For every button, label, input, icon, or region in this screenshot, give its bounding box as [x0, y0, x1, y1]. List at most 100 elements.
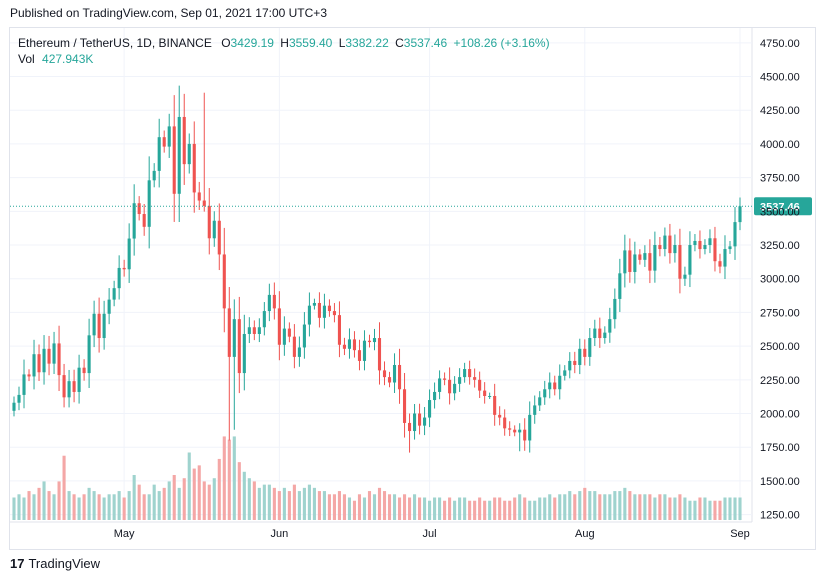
candle: [518, 423, 522, 452]
candle-body: [738, 206, 742, 223]
volume-bar: [252, 481, 256, 520]
candle: [222, 227, 226, 333]
candle-body: [488, 395, 492, 397]
volume-bar: [658, 494, 662, 520]
volume-bar: [167, 481, 171, 520]
volume-bar: [713, 500, 717, 520]
volume-bar: [277, 491, 281, 520]
candle-body: [593, 328, 597, 339]
candle: [187, 133, 191, 174]
candle-body: [583, 348, 587, 357]
candle: [87, 318, 91, 388]
candle-body: [92, 313, 96, 336]
candle-body: [563, 370, 567, 376]
candle-body: [302, 324, 306, 348]
volume-bar: [247, 478, 251, 520]
y-tick-label: 2250.00: [760, 375, 800, 387]
candle: [52, 331, 56, 375]
candle: [533, 395, 537, 424]
candle-body: [337, 315, 342, 345]
candle: [12, 396, 16, 417]
candle-body: [132, 203, 136, 239]
candle-body: [197, 192, 201, 201]
candle: [488, 392, 492, 400]
candle: [47, 335, 51, 376]
candle: [352, 331, 357, 358]
candle-body: [683, 274, 687, 279]
candle: [683, 266, 687, 286]
volume-bar: [638, 494, 642, 520]
candle: [643, 245, 647, 267]
candle-body: [222, 254, 226, 309]
candle: [62, 363, 66, 408]
candle-body: [412, 413, 417, 432]
volume-bar: [533, 500, 537, 520]
volume-bar: [47, 491, 51, 520]
candle: [102, 300, 106, 350]
candle-body: [733, 222, 737, 247]
candle: [77, 354, 81, 404]
y-tick-label: 1250.00: [760, 510, 800, 522]
volume-bar: [297, 491, 301, 520]
candle: [718, 253, 722, 274]
volume-bar: [412, 494, 417, 520]
candle-body: [387, 377, 392, 383]
candle: [387, 371, 392, 388]
candle-body: [37, 354, 41, 373]
tradingview-logo[interactable]: 17 TradingView: [10, 556, 100, 571]
candle-body: [402, 389, 407, 423]
candle-body: [217, 220, 221, 255]
candle: [428, 389, 432, 428]
candle-body: [623, 250, 627, 274]
candle: [392, 353, 397, 394]
volume-bar: [332, 494, 336, 520]
volume-bar: [673, 497, 677, 520]
volume-bar: [488, 500, 492, 520]
candle: [638, 249, 642, 265]
candle: [673, 234, 677, 263]
volume-bar: [352, 500, 357, 520]
volume-bar: [503, 500, 507, 520]
volume-bar: [508, 500, 512, 520]
volume-bar: [483, 500, 487, 520]
volume-bar: [227, 439, 231, 520]
volume-bar: [678, 494, 682, 520]
chart-frame[interactable]: [9, 27, 816, 550]
candle-body: [287, 328, 291, 337]
candle: [212, 211, 216, 247]
volume-bar: [272, 487, 276, 520]
candle-body: [723, 249, 727, 267]
candle-body: [673, 245, 677, 254]
candle-body: [312, 302, 316, 306]
candle-body: [357, 350, 362, 361]
candle-body: [713, 238, 717, 262]
volume-bar: [317, 491, 321, 520]
volume-bar: [172, 475, 176, 520]
candle-body: [157, 137, 161, 171]
candle: [217, 203, 221, 271]
candle: [663, 227, 667, 257]
y-tick-label: 2750.00: [760, 307, 800, 319]
candle: [503, 409, 507, 436]
candle: [297, 336, 301, 367]
candle: [713, 226, 717, 272]
candle-body: [528, 414, 532, 441]
candle-body: [52, 343, 56, 364]
candle: [257, 318, 261, 343]
x-tick-label: Jul: [423, 528, 437, 540]
candle-body: [543, 389, 547, 398]
candle: [483, 382, 487, 404]
candle: [342, 337, 347, 356]
candle: [282, 316, 286, 356]
candle-body: [728, 246, 732, 250]
candle: [197, 181, 201, 210]
candle: [438, 370, 442, 400]
candle-body: [42, 348, 46, 373]
y-tick-label: 3500.00: [760, 206, 800, 218]
candle-body: [708, 238, 712, 246]
volume-bar: [57, 481, 61, 520]
volume-bar: [643, 494, 647, 520]
volume-bar: [32, 494, 36, 520]
candle-body: [257, 327, 261, 334]
